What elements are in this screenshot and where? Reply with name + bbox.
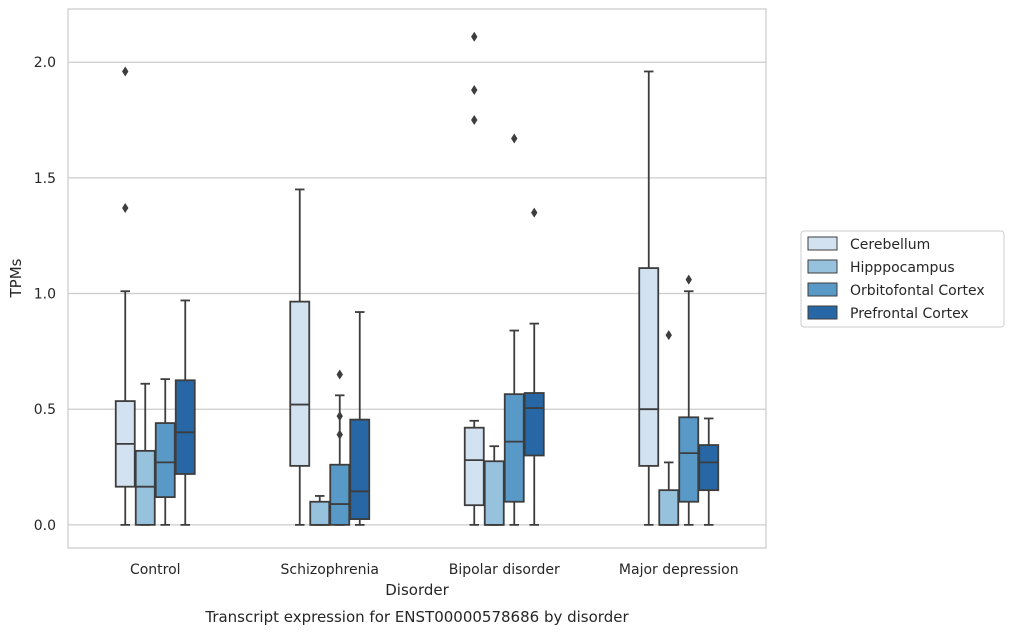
legend-swatch (807, 282, 838, 297)
box-body (698, 444, 720, 492)
box-body (678, 416, 700, 503)
box-hipppocampus (658, 330, 680, 526)
outlier-point (336, 369, 343, 380)
box-orbitofontal-cortex (503, 133, 525, 526)
box-prefrontal-cortex (349, 311, 371, 526)
box-body (134, 449, 156, 526)
outlier-point (471, 115, 478, 126)
box-cerebellum (114, 66, 136, 526)
y-axis-label: TPMs (7, 258, 25, 298)
outlier-point (122, 202, 129, 213)
legend: Cerebellum Hipppocampus Orbitofontal Corte… (800, 230, 1005, 328)
legend-label: Hipppocampus (850, 260, 955, 276)
box-cerebellum (289, 188, 311, 526)
x-tick-label: Bipolar disorder (449, 562, 560, 578)
box-cerebellum (463, 31, 485, 526)
outlier-point (336, 429, 343, 440)
box-prefrontal-cortex (523, 207, 545, 526)
box-prefrontal-cortex (174, 299, 196, 526)
legend-label: Prefrontal Cortex (850, 306, 969, 322)
box-body (483, 460, 505, 526)
box-body (638, 267, 660, 467)
legend-swatch (807, 236, 838, 251)
y-axis-ticks: 0.0 0.5 1.0 1.5 2.0 (34, 55, 56, 534)
y-tick-label: 2.0 (34, 55, 56, 71)
legend-swatch (807, 259, 838, 274)
x-axis-ticks: Control Schizophrenia Bipolar disorder Majo… (130, 562, 739, 578)
box-hipppocampus (483, 445, 505, 526)
box-body (289, 300, 311, 467)
box-orbitofontal-cortex (678, 274, 700, 526)
box-hipppocampus (134, 382, 156, 526)
box-orbitofontal-cortex (329, 369, 351, 526)
outlier-point (471, 31, 478, 42)
x-axis-label: Disorder (385, 581, 449, 599)
box-body (503, 393, 525, 503)
x-tick-label: Major depression (619, 562, 739, 578)
box-body (523, 392, 545, 457)
legend-label: Orbitofontal Cortex (850, 283, 985, 299)
outlier-point (511, 133, 518, 144)
y-tick-label: 0.5 (34, 402, 56, 418)
box-cerebellum (638, 70, 660, 526)
outlier-point (471, 84, 478, 95)
box-body (658, 489, 680, 526)
box-body (309, 500, 331, 526)
legend-label: Cerebellum (850, 237, 930, 253)
x-tick-label: Schizophrenia (281, 562, 379, 578)
box-body (154, 422, 176, 499)
x-tick-label: Control (130, 562, 181, 578)
outlier-point (122, 66, 129, 77)
y-tick-label: 1.0 (34, 287, 56, 303)
outlier-point (336, 411, 343, 422)
outlier-point (665, 330, 672, 341)
box-body (174, 379, 196, 475)
box-orbitofontal-cortex (154, 378, 176, 526)
chart-caption: Transcript expression for ENST0000057868… (204, 608, 629, 626)
box-body (463, 426, 485, 507)
legend-frame (800, 230, 1005, 328)
legend-swatch (807, 305, 838, 320)
box-body (329, 463, 351, 526)
boxes (114, 31, 720, 526)
box-hipppocampus (309, 495, 331, 526)
plot-frame (67, 8, 767, 549)
y-tick-label: 1.5 (34, 171, 56, 187)
outlier-point (531, 207, 538, 218)
y-tick-label: 0.0 (34, 518, 56, 534)
box-prefrontal-cortex (698, 417, 720, 526)
box-body (349, 418, 371, 520)
outlier-point (685, 274, 692, 285)
